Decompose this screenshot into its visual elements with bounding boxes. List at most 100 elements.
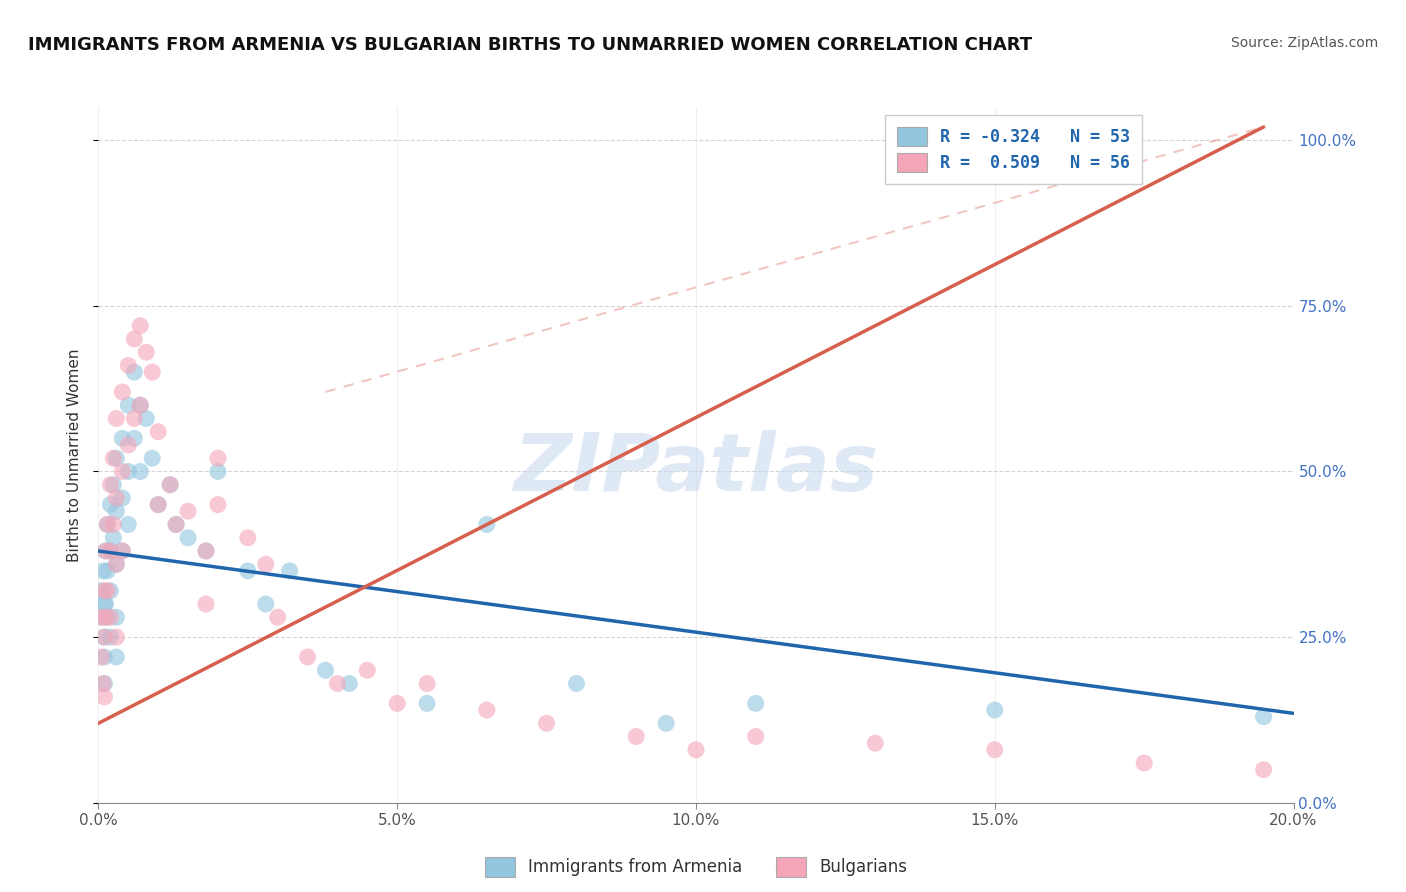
Point <box>117 517 139 532</box>
Point <box>984 703 1007 717</box>
Point <box>105 558 128 572</box>
Point <box>124 332 146 346</box>
Point <box>416 697 439 711</box>
Point <box>124 411 146 425</box>
Point <box>100 630 122 644</box>
Point <box>148 425 170 439</box>
Point <box>93 583 115 598</box>
Point <box>536 716 558 731</box>
Point <box>177 504 200 518</box>
Point <box>93 650 115 665</box>
Point <box>165 517 187 532</box>
Point <box>236 564 259 578</box>
Point <box>129 398 152 412</box>
Point <box>865 736 887 750</box>
Point <box>96 517 118 532</box>
Point <box>339 676 360 690</box>
Point <box>1253 763 1275 777</box>
Point <box>141 365 163 379</box>
Point <box>100 583 122 598</box>
Point <box>267 610 290 624</box>
Point <box>195 544 218 558</box>
Point <box>93 597 115 611</box>
Point <box>96 517 118 532</box>
Point <box>93 676 115 690</box>
Point <box>90 583 112 598</box>
Point <box>1253 709 1275 723</box>
Point <box>117 438 139 452</box>
Point <box>1133 756 1156 770</box>
Point <box>91 564 114 578</box>
Point <box>96 583 118 598</box>
Point <box>685 743 707 757</box>
Point <box>475 517 498 532</box>
Point <box>117 398 139 412</box>
Point <box>356 663 378 677</box>
Point <box>141 451 163 466</box>
Point <box>90 610 112 624</box>
Point <box>117 465 139 479</box>
Y-axis label: Births to Unmarried Women: Births to Unmarried Women <box>67 348 83 562</box>
Point <box>105 630 128 644</box>
Point <box>94 544 117 558</box>
Point <box>94 597 117 611</box>
Point <box>165 517 187 532</box>
Point <box>100 544 122 558</box>
Point <box>745 697 768 711</box>
Point <box>254 597 277 611</box>
Point <box>105 610 128 624</box>
Point <box>326 676 349 690</box>
Point <box>93 630 115 644</box>
Point <box>159 477 181 491</box>
Point <box>278 564 301 578</box>
Point <box>105 411 128 425</box>
Point <box>105 504 128 518</box>
Point <box>105 558 128 572</box>
Point <box>129 465 152 479</box>
Point <box>90 610 112 624</box>
Point <box>124 365 146 379</box>
Point <box>297 650 319 665</box>
Point <box>207 498 229 512</box>
Point <box>177 531 200 545</box>
Point <box>100 477 122 491</box>
Point <box>103 477 125 491</box>
Point <box>105 451 128 466</box>
Text: ZIPatlas: ZIPatlas <box>513 430 879 508</box>
Point <box>93 690 115 704</box>
Point <box>195 544 218 558</box>
Point <box>416 676 439 690</box>
Point <box>105 650 128 665</box>
Legend: Immigrants from Armenia, Bulgarians: Immigrants from Armenia, Bulgarians <box>477 849 915 885</box>
Text: IMMIGRANTS FROM ARMENIA VS BULGARIAN BIRTHS TO UNMARRIED WOMEN CORRELATION CHART: IMMIGRANTS FROM ARMENIA VS BULGARIAN BIR… <box>28 36 1032 54</box>
Point <box>96 564 118 578</box>
Point <box>100 498 122 512</box>
Point <box>100 544 122 558</box>
Point <box>148 498 170 512</box>
Point <box>148 498 170 512</box>
Point <box>207 465 229 479</box>
Point <box>315 663 337 677</box>
Point <box>135 345 157 359</box>
Point <box>111 491 134 505</box>
Point <box>129 398 152 412</box>
Point <box>159 477 181 491</box>
Point <box>129 318 152 333</box>
Point <box>111 465 134 479</box>
Point <box>103 451 125 466</box>
Point <box>626 730 648 744</box>
Point <box>236 531 259 545</box>
Point <box>91 676 114 690</box>
Text: Source: ZipAtlas.com: Source: ZipAtlas.com <box>1230 36 1378 50</box>
Point <box>105 491 128 505</box>
Point <box>94 610 117 624</box>
Point <box>475 703 498 717</box>
Point <box>111 544 134 558</box>
Point <box>111 384 134 399</box>
Point <box>100 610 122 624</box>
Point <box>565 676 588 690</box>
Point <box>207 451 229 466</box>
Point <box>103 517 125 532</box>
Point <box>745 730 768 744</box>
Point <box>103 531 125 545</box>
